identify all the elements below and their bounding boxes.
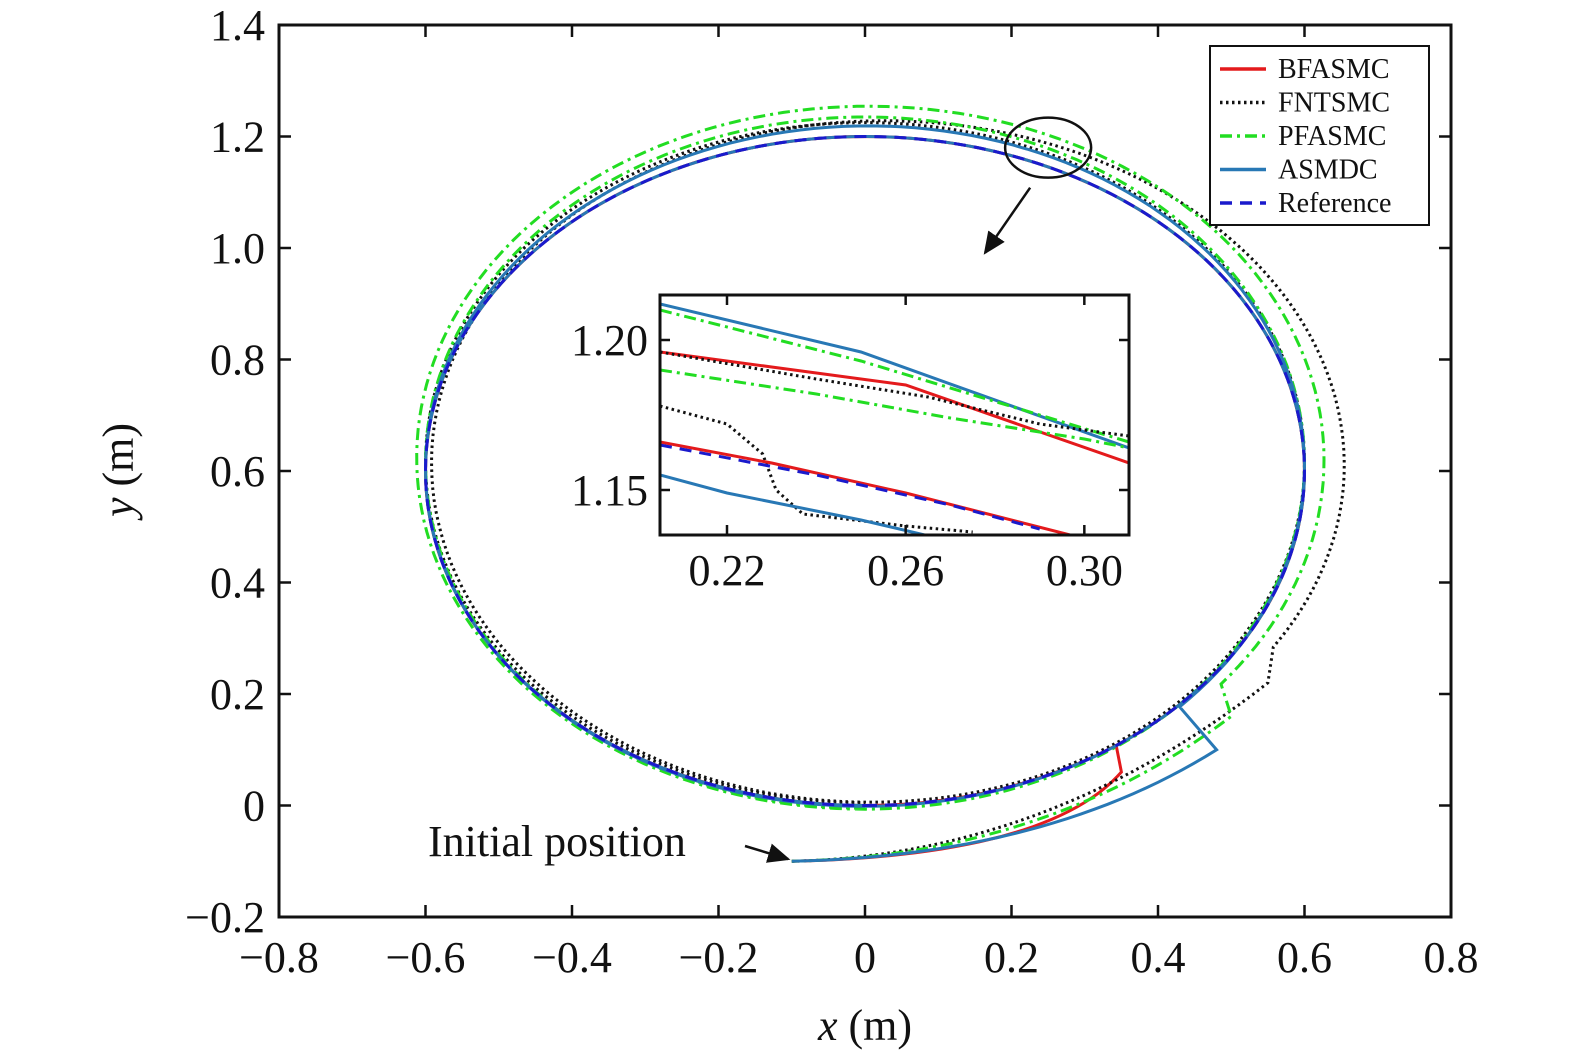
inset-x-tick-label: 0.22 xyxy=(689,546,766,595)
y-tick-label: 1.0 xyxy=(210,224,265,273)
y-tick-label: 1.2 xyxy=(210,113,265,162)
y-tick-label: 0.6 xyxy=(210,447,265,496)
series-line-reference xyxy=(423,134,1307,807)
legend-label-reference: Reference xyxy=(1278,188,1391,219)
inset-line-bfasmc xyxy=(660,350,1129,465)
main-series-group xyxy=(415,104,1346,863)
x-tick-label: −0.4 xyxy=(532,933,612,982)
series-line-pfasmc xyxy=(415,104,1326,863)
inset-frame xyxy=(658,293,1131,537)
y-tick-label: 0.2 xyxy=(210,670,265,719)
inset-series-group xyxy=(660,302,1129,535)
zoom-marker xyxy=(983,116,1093,255)
inset-line-pfasmc xyxy=(660,368,1129,450)
inset-line-pfasmc xyxy=(660,308,1129,444)
series-line-asmdc xyxy=(423,124,1307,863)
x-tick-label: 0 xyxy=(854,933,876,982)
x-tick-label: 0.4 xyxy=(1131,933,1186,982)
y-tick-label: −0.2 xyxy=(185,893,265,942)
y-tick-label: 0 xyxy=(243,782,265,831)
inset-y-tick-label: 1.15 xyxy=(571,466,648,515)
initial-position-label: Initial position xyxy=(428,817,686,866)
x-axis-label: x (m) xyxy=(817,1001,912,1050)
x-tick-label: −0.2 xyxy=(679,933,759,982)
y-tick-label: 1.4 xyxy=(210,1,265,50)
series-line-fntsmc xyxy=(423,119,1346,863)
x-tick-label: 0.8 xyxy=(1424,933,1479,982)
y-tick-label: 0.8 xyxy=(210,336,265,385)
legend-label-bfasmc: BFASMC xyxy=(1278,54,1390,85)
y-axis-label: y (m) xyxy=(94,423,143,521)
initial-position-arrow xyxy=(744,843,791,863)
legend-label-fntsmc: FNTSMC xyxy=(1278,88,1390,119)
inset-background xyxy=(660,295,1129,535)
inset-plot: 0.22 0.26 0.30 1.15 1.20 xyxy=(571,293,1131,595)
x-tick-label: −0.8 xyxy=(239,933,319,982)
legend-label-asmdc: ASMDC xyxy=(1278,155,1378,186)
x-tick-label: 0.6 xyxy=(1277,933,1332,982)
inset-x-tick-label: 0.26 xyxy=(867,546,944,595)
zoom-arrow xyxy=(983,186,1032,255)
x-tick-label: 0.2 xyxy=(984,933,1039,982)
y-tick-label: 0.4 xyxy=(210,559,265,608)
x-tick-label: −0.6 xyxy=(386,933,466,982)
initial-position-annotation: Initial position xyxy=(428,817,791,866)
inset-line-fntsmc xyxy=(660,350,1129,438)
inset-tick-group: 0.22 0.26 0.30 1.15 1.20 xyxy=(571,295,1129,595)
inset-x-tick-label: 0.30 xyxy=(1046,546,1123,595)
zoom-ellipse xyxy=(1003,116,1093,179)
inset-y-tick-label: 1.20 xyxy=(571,316,648,365)
inset-line-reference xyxy=(660,443,1041,531)
tick-group: −0.8 −0.6 −0.4 −0.2 0 0.2 0.4 0.6 0.8 −0.2 0 0.2 0.4… xyxy=(185,1,1478,982)
legend-label-pfasmc: PFASMC xyxy=(1278,121,1386,152)
